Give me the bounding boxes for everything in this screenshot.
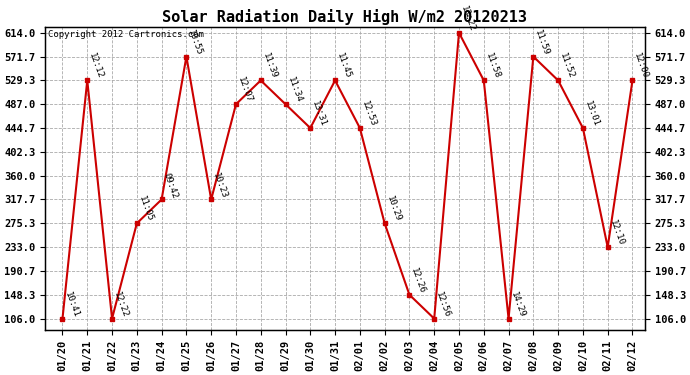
- Text: 11:05: 11:05: [137, 195, 155, 223]
- Text: 10:41: 10:41: [63, 290, 80, 319]
- Text: 10:29: 10:29: [384, 195, 402, 223]
- Text: 10:23: 10:23: [211, 171, 229, 200]
- Text: 12:07: 12:07: [236, 76, 254, 104]
- Text: 12:56: 12:56: [434, 290, 452, 319]
- Text: 11:52: 11:52: [558, 52, 575, 80]
- Text: 12:12: 12:12: [87, 52, 105, 80]
- Text: 14:29: 14:29: [509, 290, 526, 319]
- Text: 12:22: 12:22: [112, 290, 130, 319]
- Text: 11:39: 11:39: [261, 52, 278, 80]
- Title: Solar Radiation Daily High W/m2 20120213: Solar Radiation Daily High W/m2 20120213: [163, 9, 527, 25]
- Text: 13:22: 13:22: [459, 4, 477, 33]
- Text: 13:31: 13:31: [310, 100, 328, 128]
- Text: 11:59: 11:59: [533, 28, 551, 57]
- Text: 13:01: 13:01: [583, 100, 600, 128]
- Text: 12:53: 12:53: [360, 100, 377, 128]
- Text: 10:55: 10:55: [186, 28, 204, 57]
- Text: 12:10: 12:10: [608, 219, 625, 247]
- Text: 11:45: 11:45: [335, 52, 353, 80]
- Text: 09:42: 09:42: [161, 171, 179, 200]
- Text: 12:26: 12:26: [409, 267, 427, 295]
- Text: 11:34: 11:34: [286, 76, 303, 104]
- Text: 12:00: 12:00: [633, 52, 650, 80]
- Text: Copyright 2012 Cartronics.com: Copyright 2012 Cartronics.com: [48, 30, 204, 39]
- Text: 11:58: 11:58: [484, 52, 502, 80]
